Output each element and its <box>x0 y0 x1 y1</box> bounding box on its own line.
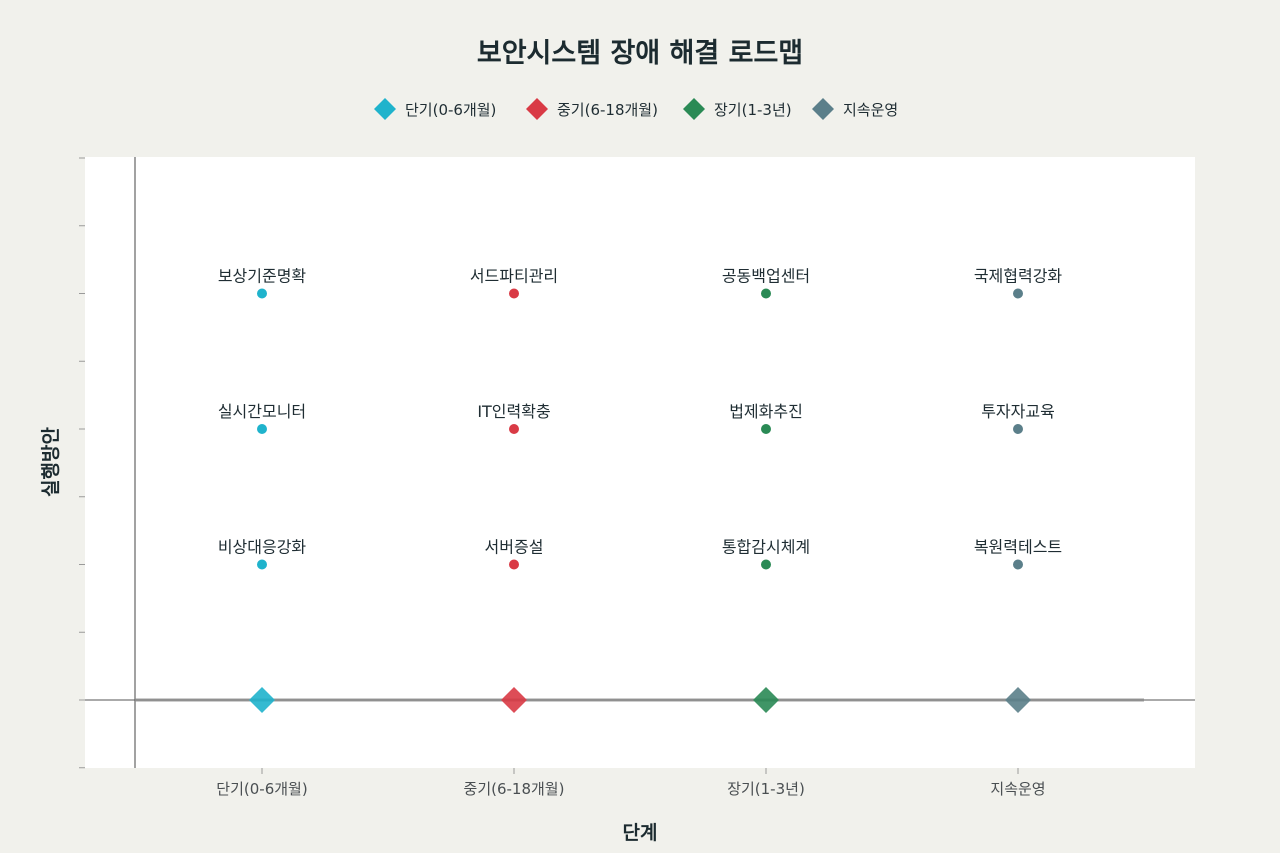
stage-diamond-1 <box>249 687 275 713</box>
legend-marker-1 <box>374 98 396 120</box>
action-label: 공동백업센터 <box>722 267 810 286</box>
action-label: IT인력확충 <box>477 402 550 421</box>
action-label: 서드파티관리 <box>470 267 558 286</box>
action-point <box>509 288 519 299</box>
action-label: 복원력테스트 <box>974 538 1062 557</box>
legend-label-1: 단기(0-6개월) <box>405 101 496 119</box>
action-label: 통합감시체계 <box>722 538 810 557</box>
action-point <box>509 424 519 434</box>
action-point <box>257 424 267 434</box>
chart-title: 보안시스템 장애 해결 로드맵 <box>477 38 803 69</box>
x-tick-label: 중기(6-18개월) <box>464 780 565 798</box>
legend: 단기(0-6개월) 중기(6-18개월) 장기(1-3년) 지속운영 <box>374 98 898 120</box>
x-tick-label: 단기(0-6개월) <box>216 780 307 798</box>
action-label: 보상기준명확 <box>218 267 307 286</box>
legend-marker-3 <box>683 98 705 120</box>
stage-diamond-2 <box>501 687 527 713</box>
legend-marker-4 <box>812 98 834 120</box>
action-label: 법제화추진 <box>729 402 803 421</box>
plot-area <box>85 157 1195 768</box>
legend-marker-2 <box>526 98 548 120</box>
legend-label-3: 장기(1-3년) <box>714 101 792 119</box>
action-point <box>257 559 267 570</box>
axis-ticks <box>79 157 1019 774</box>
action-label: 투자자교육 <box>981 402 1055 421</box>
action-point <box>1013 288 1023 299</box>
action-label: 서버증설 <box>485 538 544 557</box>
action-point <box>761 559 771 570</box>
action-label: 국제협력강화 <box>974 267 1063 286</box>
action-point <box>257 288 267 299</box>
x-axis-title: 단계 <box>623 822 658 844</box>
stage-diamond-4 <box>1005 687 1031 713</box>
legend-label-2: 중기(6-18개월) <box>557 101 658 119</box>
action-point <box>761 288 771 299</box>
action-label: 실시간모니터 <box>218 402 306 421</box>
stage-diamond-3 <box>753 687 779 713</box>
action-label: 비상대응강화 <box>218 538 307 557</box>
x-tick-label: 장기(1-3년) <box>727 780 805 798</box>
action-point <box>1013 424 1023 434</box>
legend-label-4: 지속운영 <box>843 101 898 119</box>
action-point <box>761 424 771 434</box>
x-tick-label: 지속운영 <box>990 780 1045 798</box>
action-point <box>509 559 519 570</box>
x-tick-labels: 단기(0-6개월) 중기(6-18개월) 장기(1-3년) 지속운영 <box>216 780 1045 798</box>
y-axis-title: 실행방안 <box>40 427 62 497</box>
action-point <box>1013 559 1023 570</box>
